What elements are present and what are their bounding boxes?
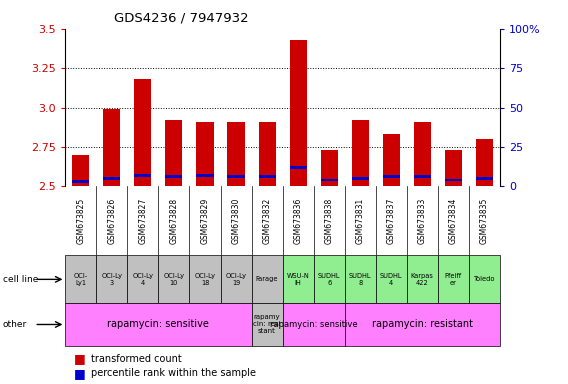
Bar xyxy=(258,122,275,186)
Bar xyxy=(476,139,493,186)
Text: GSM673838: GSM673838 xyxy=(325,198,333,244)
Bar xyxy=(407,255,438,303)
Bar xyxy=(228,175,245,178)
Bar xyxy=(375,255,407,303)
Text: percentile rank within the sample: percentile rank within the sample xyxy=(91,368,256,378)
Bar xyxy=(383,175,400,178)
Bar xyxy=(97,255,127,303)
Text: GSM673830: GSM673830 xyxy=(232,198,240,244)
Text: GSM673828: GSM673828 xyxy=(169,198,178,244)
Bar xyxy=(283,303,345,346)
Bar xyxy=(190,255,220,303)
Text: GSM673827: GSM673827 xyxy=(139,198,148,244)
Text: GSM673832: GSM673832 xyxy=(262,198,272,244)
Bar xyxy=(197,122,214,186)
Bar xyxy=(445,179,462,181)
Text: Karpas
422: Karpas 422 xyxy=(411,273,434,286)
Bar xyxy=(127,255,158,303)
Text: GSM673829: GSM673829 xyxy=(201,198,210,244)
Bar xyxy=(72,180,89,183)
Text: rapamycin: resistant: rapamycin: resistant xyxy=(371,319,473,329)
Bar xyxy=(383,134,400,186)
Bar xyxy=(476,177,493,180)
Bar xyxy=(252,303,283,346)
Text: transformed count: transformed count xyxy=(91,354,182,364)
Bar xyxy=(414,122,431,186)
Text: cell line: cell line xyxy=(3,275,38,284)
Text: GSM673836: GSM673836 xyxy=(294,198,303,244)
Bar xyxy=(72,155,89,186)
Text: OCI-Ly
4: OCI-Ly 4 xyxy=(132,273,153,286)
Bar xyxy=(165,120,182,186)
Bar xyxy=(320,179,337,181)
Text: OCI-Ly
3: OCI-Ly 3 xyxy=(101,273,122,286)
Bar xyxy=(345,303,500,346)
Bar xyxy=(103,109,120,186)
Bar xyxy=(252,255,283,303)
Text: other: other xyxy=(3,320,27,329)
Text: OCI-Ly
19: OCI-Ly 19 xyxy=(225,273,247,286)
Text: rapamy
cin: resi
stant: rapamy cin: resi stant xyxy=(253,314,281,334)
Text: OCI-
Ly1: OCI- Ly1 xyxy=(74,273,88,286)
Bar xyxy=(220,255,252,303)
Bar xyxy=(135,79,152,186)
Text: OCI-Ly
10: OCI-Ly 10 xyxy=(164,273,185,286)
Text: GDS4236 / 7947932: GDS4236 / 7947932 xyxy=(114,12,248,25)
Bar xyxy=(197,174,214,177)
Text: GSM673834: GSM673834 xyxy=(449,198,458,244)
Text: Toledo: Toledo xyxy=(474,276,495,282)
Text: ■: ■ xyxy=(74,367,86,380)
Text: Pfeiff
er: Pfeiff er xyxy=(445,273,462,286)
Text: GSM673825: GSM673825 xyxy=(76,198,85,244)
Bar xyxy=(258,175,275,178)
Text: GSM673837: GSM673837 xyxy=(387,198,396,244)
Text: rapamycin: sensitive: rapamycin: sensitive xyxy=(270,320,357,329)
Bar xyxy=(65,255,97,303)
Bar xyxy=(414,175,431,178)
Text: WSU-N
IH: WSU-N IH xyxy=(287,273,310,286)
Bar xyxy=(135,174,152,177)
Bar xyxy=(352,120,369,186)
Bar xyxy=(165,175,182,178)
Bar xyxy=(469,255,500,303)
Text: GSM673835: GSM673835 xyxy=(480,198,489,244)
Bar xyxy=(438,255,469,303)
Bar xyxy=(314,255,345,303)
Bar xyxy=(352,177,369,180)
Bar xyxy=(320,150,337,186)
Bar xyxy=(345,255,375,303)
Bar xyxy=(158,255,190,303)
Bar xyxy=(65,303,252,346)
Text: Farage: Farage xyxy=(256,276,278,282)
Text: GSM673831: GSM673831 xyxy=(356,198,365,244)
Text: GSM673826: GSM673826 xyxy=(107,198,116,244)
Bar xyxy=(445,150,462,186)
Bar xyxy=(283,255,314,303)
Bar xyxy=(228,122,245,186)
Text: SUDHL
4: SUDHL 4 xyxy=(380,273,403,286)
Bar xyxy=(103,177,120,180)
Text: SUDHL
8: SUDHL 8 xyxy=(349,273,371,286)
Text: ■: ■ xyxy=(74,353,86,366)
Bar xyxy=(290,40,307,186)
Text: rapamycin: sensitive: rapamycin: sensitive xyxy=(107,319,210,329)
Text: GSM673833: GSM673833 xyxy=(417,198,427,244)
Bar xyxy=(290,166,307,169)
Text: SUDHL
6: SUDHL 6 xyxy=(318,273,340,286)
Text: OCI-Ly
18: OCI-Ly 18 xyxy=(194,273,215,286)
